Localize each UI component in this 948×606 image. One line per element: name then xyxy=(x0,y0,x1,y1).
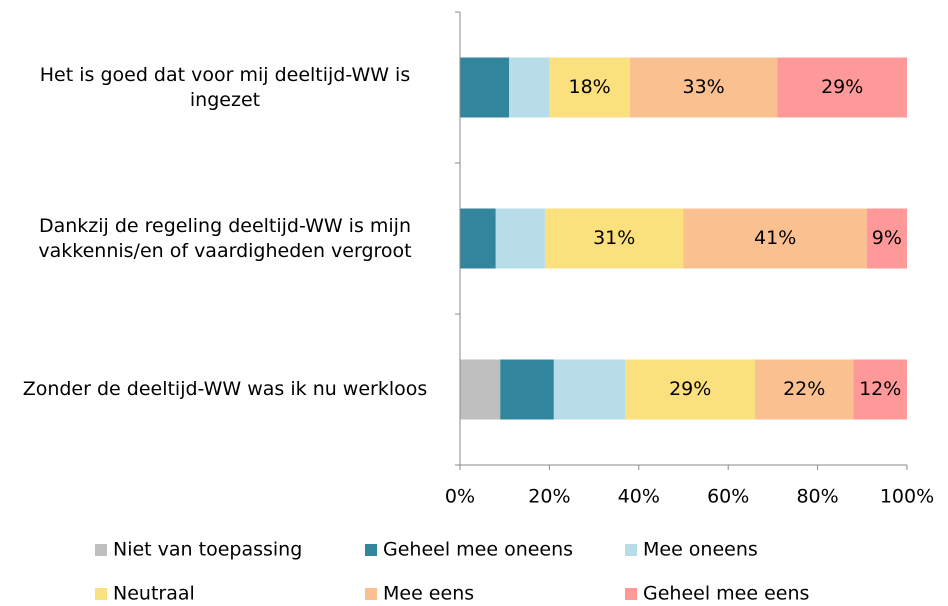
legend-swatch xyxy=(95,544,107,556)
category-text: Het is goed dat voor mij deeltijd-WW is … xyxy=(39,63,411,111)
category-text: Dankzij de regeling deeltijd-WW is mijn … xyxy=(38,214,412,262)
data-label: 31% xyxy=(593,227,635,249)
legend-label: Niet van toepassing xyxy=(113,539,302,561)
x-tick-label: 20% xyxy=(528,486,570,508)
legend-swatch xyxy=(365,588,377,600)
x-tick-label: 100% xyxy=(880,486,934,508)
legend-label: Neutraal xyxy=(113,583,195,605)
bar-segment xyxy=(853,359,907,420)
bar-segment xyxy=(544,208,684,269)
bar-segment xyxy=(683,208,867,269)
legend-swatch xyxy=(625,544,637,556)
legend-swatch xyxy=(95,588,107,600)
data-label: 22% xyxy=(783,378,825,400)
legend-label: Geheel mee oneens xyxy=(383,539,573,561)
bar-segment xyxy=(495,208,545,269)
x-tick-label: 40% xyxy=(618,486,660,508)
legend-swatch xyxy=(365,544,377,556)
data-label: 33% xyxy=(682,76,724,98)
x-tick-label: 80% xyxy=(796,486,838,508)
data-label: 12% xyxy=(859,378,901,400)
x-tick-label: 60% xyxy=(707,486,749,508)
bar-segment xyxy=(755,359,854,420)
bar-segment xyxy=(460,208,496,269)
data-label: 18% xyxy=(569,76,611,98)
bar-segment xyxy=(460,359,501,420)
data-label: 29% xyxy=(821,76,863,98)
bar-segment xyxy=(777,57,907,118)
legend-label: Mee oneens xyxy=(643,539,758,561)
x-tick-label: 0% xyxy=(445,486,475,508)
bar-segment xyxy=(553,359,626,420)
bar-segment xyxy=(629,57,778,118)
legend-swatch xyxy=(625,588,637,600)
bar-segment xyxy=(625,359,756,420)
category-label: Het is goed dat voor mij deeltijd-WW is … xyxy=(39,63,411,111)
bar-segment xyxy=(549,57,630,118)
bar-segment xyxy=(509,57,550,118)
bar-segment xyxy=(866,208,907,269)
bar-segment xyxy=(500,359,554,420)
legend-label: Mee eens xyxy=(383,583,474,605)
category-label: Zonder de deeltijd-WW was ik nu werkloos xyxy=(22,378,428,400)
data-label: 9% xyxy=(872,227,902,249)
legend-label: Geheel mee eens xyxy=(643,583,809,605)
bar-segment xyxy=(460,57,510,118)
data-label: 41% xyxy=(754,227,796,249)
data-label: 29% xyxy=(669,378,711,400)
category-text: Zonder de deeltijd-WW was ik nu werkloos xyxy=(22,378,428,400)
category-label: Dankzij de regeling deeltijd-WW is mijn … xyxy=(38,214,412,262)
